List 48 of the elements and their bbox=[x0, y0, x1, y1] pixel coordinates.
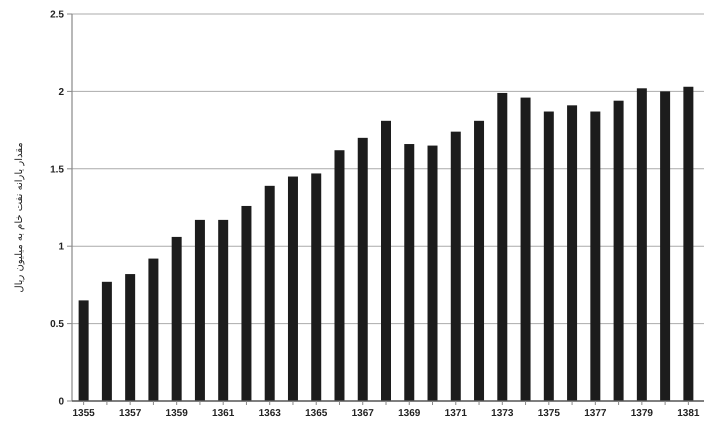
y-tick-label: 1 bbox=[58, 242, 64, 253]
bar bbox=[148, 258, 158, 401]
bar bbox=[520, 98, 531, 401]
y-tick-label: 0 bbox=[58, 396, 64, 408]
x-tick-label: 1363 bbox=[258, 408, 282, 419]
bar bbox=[404, 144, 414, 401]
bar bbox=[474, 120, 484, 401]
x-tick-label: 1357 bbox=[119, 408, 142, 419]
bar bbox=[241, 206, 252, 401]
bar bbox=[311, 173, 322, 401]
x-tick-label: 1371 bbox=[444, 408, 468, 419]
bar bbox=[660, 91, 670, 401]
bar bbox=[194, 220, 205, 401]
x-tick-label: 1365 bbox=[305, 408, 328, 419]
bar bbox=[172, 236, 182, 401]
bar bbox=[288, 176, 298, 401]
x-tick-label: 1367 bbox=[352, 408, 374, 419]
bar bbox=[264, 186, 275, 401]
x-tick-label: 1381 bbox=[677, 408, 700, 419]
x-tick-label: 1359 bbox=[166, 408, 188, 419]
bar bbox=[334, 150, 344, 401]
bar bbox=[102, 282, 112, 401]
y-tick-label: 2 bbox=[58, 86, 64, 98]
x-tick-label: 1369 bbox=[398, 408, 421, 419]
x-tick-label: 1377 bbox=[584, 408, 607, 419]
bar bbox=[428, 146, 438, 401]
x-tick-label: 1379 bbox=[630, 408, 654, 419]
y-axis-title: مقدار یارانه نفت خام به میلیون ریال bbox=[14, 142, 25, 293]
y-tick-label: 2.5 bbox=[50, 10, 64, 20]
bar bbox=[567, 105, 578, 401]
bar bbox=[78, 300, 89, 401]
bar bbox=[497, 92, 508, 401]
y-tick-label: 0.5 bbox=[50, 319, 64, 330]
bar bbox=[125, 274, 136, 401]
bar bbox=[636, 88, 647, 401]
x-tick-label: 1361 bbox=[212, 408, 235, 419]
y-tick-label: 1.5 bbox=[50, 164, 64, 176]
bar bbox=[614, 100, 624, 401]
bar bbox=[590, 112, 600, 401]
bar bbox=[450, 132, 461, 401]
x-tick-label: 1355 bbox=[72, 408, 96, 419]
x-tick-label: 1373 bbox=[491, 408, 514, 419]
bar bbox=[218, 220, 228, 401]
bar bbox=[358, 138, 368, 401]
x-tick-label: 1375 bbox=[538, 408, 560, 419]
bar bbox=[544, 112, 554, 401]
bar bbox=[683, 86, 694, 401]
bar bbox=[381, 120, 391, 401]
